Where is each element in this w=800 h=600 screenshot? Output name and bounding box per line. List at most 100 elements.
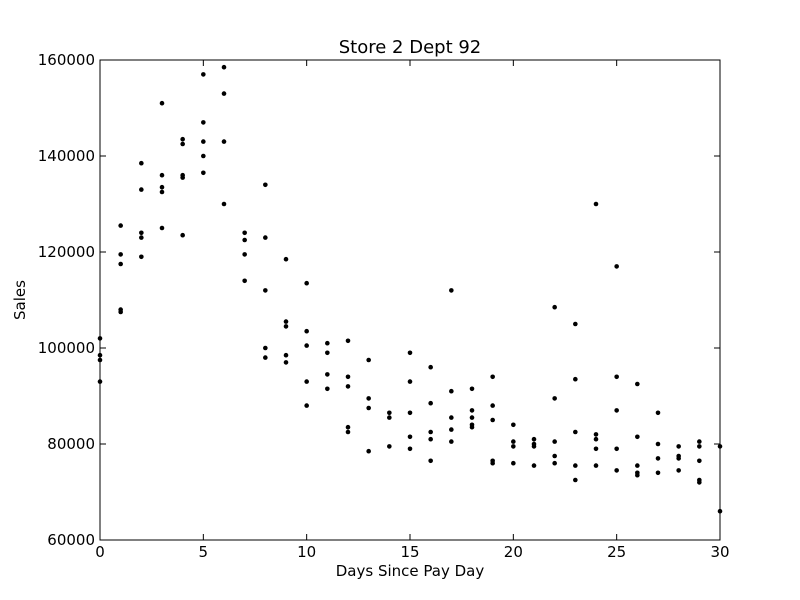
- data-point: [511, 422, 516, 428]
- y-axis-label: Sales: [11, 280, 29, 320]
- data-point: [407, 379, 413, 384]
- data-point: [118, 223, 123, 228]
- data-point: [697, 444, 702, 449]
- data-point: [717, 508, 723, 514]
- data-point: [97, 336, 103, 341]
- data-point: [593, 463, 599, 468]
- y-tick-label: 120000: [38, 243, 95, 261]
- data-point: [573, 477, 578, 483]
- data-point: [635, 434, 640, 440]
- data-point: [221, 139, 227, 144]
- data-point: [283, 360, 289, 365]
- axis-ticks: 0 5 10 15 20 25 30 60000 80000 100000 120000 140000…: [38, 51, 730, 561]
- data-point: [304, 328, 309, 334]
- data-point: [263, 235, 268, 240]
- data-point: [366, 396, 371, 401]
- data-point: [428, 400, 433, 406]
- data-point: [552, 453, 557, 459]
- data-point: [511, 439, 516, 444]
- plot-frame: [99, 59, 721, 541]
- data-point: [697, 458, 702, 464]
- x-tick-label: 30: [710, 543, 729, 561]
- data-point: [469, 424, 475, 430]
- data-point: [180, 232, 185, 238]
- data-point: [407, 446, 413, 452]
- data-point: [118, 261, 123, 267]
- data-point: [345, 374, 351, 380]
- data-point: [263, 345, 268, 351]
- data-point: [180, 141, 185, 147]
- data-point: [387, 415, 392, 420]
- x-tick-label: 0: [95, 543, 105, 561]
- data-point: [469, 386, 475, 392]
- data-point: [614, 264, 619, 269]
- data-point: [593, 446, 599, 452]
- data-point: [655, 410, 661, 416]
- data-point: [593, 432, 599, 437]
- y-tick-label: 80000: [47, 435, 95, 453]
- data-point: [242, 278, 247, 284]
- data-point: [593, 201, 599, 207]
- data-point: [635, 463, 640, 468]
- data-point: [221, 201, 227, 207]
- chart-title: Store 2 Dept 92: [339, 37, 482, 58]
- data-point: [345, 338, 351, 344]
- data-point: [283, 352, 289, 358]
- data-point: [304, 280, 309, 286]
- x-axis-label: Days Since Pay Day: [336, 562, 485, 580]
- data-point: [449, 388, 454, 394]
- data-point: [242, 230, 247, 236]
- data-point: [449, 288, 454, 293]
- data-point: [97, 357, 103, 363]
- x-tick-label: 25: [607, 543, 626, 561]
- data-point: [407, 410, 413, 416]
- data-point: [325, 340, 330, 346]
- data-point: [655, 456, 661, 461]
- data-point: [614, 374, 619, 380]
- data-point: [593, 436, 599, 442]
- data-point: [552, 439, 557, 444]
- x-tick-label: 5: [199, 543, 209, 561]
- data-point: [511, 460, 516, 466]
- data-point: [490, 403, 495, 408]
- data-point: [242, 237, 247, 243]
- data-point: [573, 376, 578, 382]
- data-point: [449, 439, 454, 444]
- y-tick-label: 60000: [47, 531, 95, 549]
- data-point: [676, 444, 681, 449]
- data-point: [449, 415, 454, 420]
- data-point: [697, 480, 702, 485]
- data-point: [490, 417, 495, 423]
- data-point: [283, 324, 289, 329]
- data-point: [139, 235, 144, 240]
- data-point: [283, 256, 289, 262]
- data-point: [697, 439, 702, 444]
- data-point: [159, 189, 165, 195]
- data-point: [304, 403, 309, 408]
- data-point: [366, 357, 371, 363]
- data-point: [159, 172, 165, 178]
- data-point: [635, 472, 640, 478]
- data-point: [531, 444, 537, 449]
- data-point: [263, 288, 268, 293]
- data-point: [655, 441, 661, 447]
- data-point: [552, 304, 557, 310]
- x-tick-label: 20: [504, 543, 523, 561]
- data-point: [304, 379, 309, 384]
- data-point: [201, 170, 206, 176]
- data-point: [304, 343, 309, 348]
- y-tick-label: 160000: [38, 51, 95, 69]
- data-point: [428, 429, 433, 435]
- data-point: [345, 429, 351, 435]
- data-point: [345, 384, 351, 389]
- data-point: [717, 444, 723, 449]
- data-point: [676, 468, 681, 473]
- data-point: [407, 434, 413, 440]
- data-point: [139, 187, 144, 192]
- data-point: [159, 100, 165, 106]
- x-tick-label: 15: [400, 543, 419, 561]
- data-point: [614, 408, 619, 413]
- data-points: [97, 64, 723, 514]
- data-point: [139, 230, 144, 236]
- data-point: [387, 410, 392, 416]
